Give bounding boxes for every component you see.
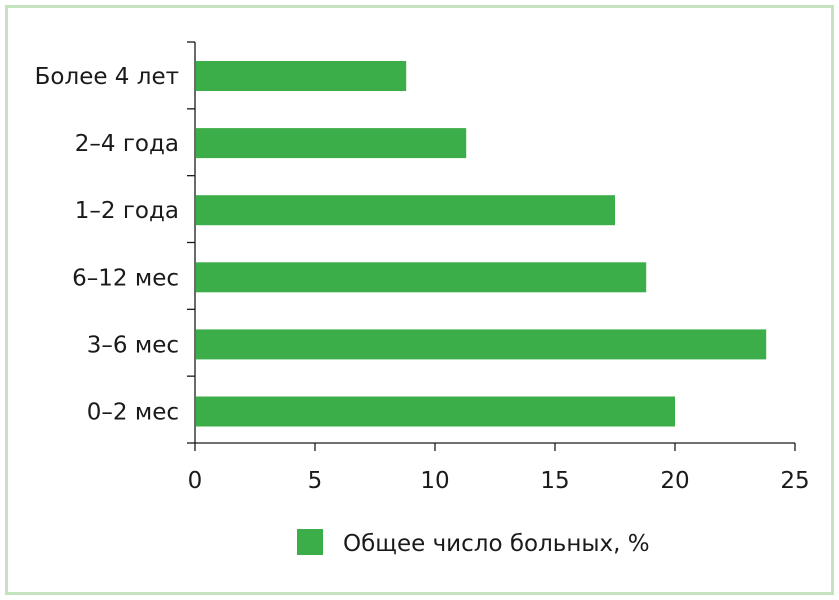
x-tick-label: 5 — [308, 468, 323, 494]
axes-group — [187, 41, 796, 451]
bars-group — [196, 61, 767, 427]
bar — [196, 195, 615, 226]
legend-swatch — [297, 529, 323, 555]
x-tick-label: 0 — [188, 468, 203, 494]
category-label: Более 4 лет — [35, 64, 179, 90]
category-label: 2–4 года — [75, 131, 179, 157]
chart-frame — [5, 5, 834, 595]
x-tick-label: 25 — [780, 468, 809, 494]
bar — [196, 128, 467, 159]
x-tick-label: 15 — [540, 468, 569, 494]
bar — [196, 61, 407, 91]
bar — [196, 262, 647, 293]
bar — [196, 329, 767, 360]
category-label: 6–12 мес — [72, 265, 179, 291]
bar — [196, 396, 675, 427]
labels-group: Более 4 лет 2–4 года 1–2 года 6–12 мес 3–6 м… — [35, 64, 810, 494]
category-label: 3–6 мес — [87, 332, 179, 358]
x-tick-label: 20 — [660, 468, 689, 494]
legend: Общее число больных, % — [297, 529, 650, 557]
legend-label: Общее число больных, % — [343, 531, 650, 557]
category-label: 1–2 года — [75, 198, 179, 224]
category-label: 0–2 мес — [87, 400, 179, 426]
x-tick-label: 10 — [420, 468, 449, 494]
